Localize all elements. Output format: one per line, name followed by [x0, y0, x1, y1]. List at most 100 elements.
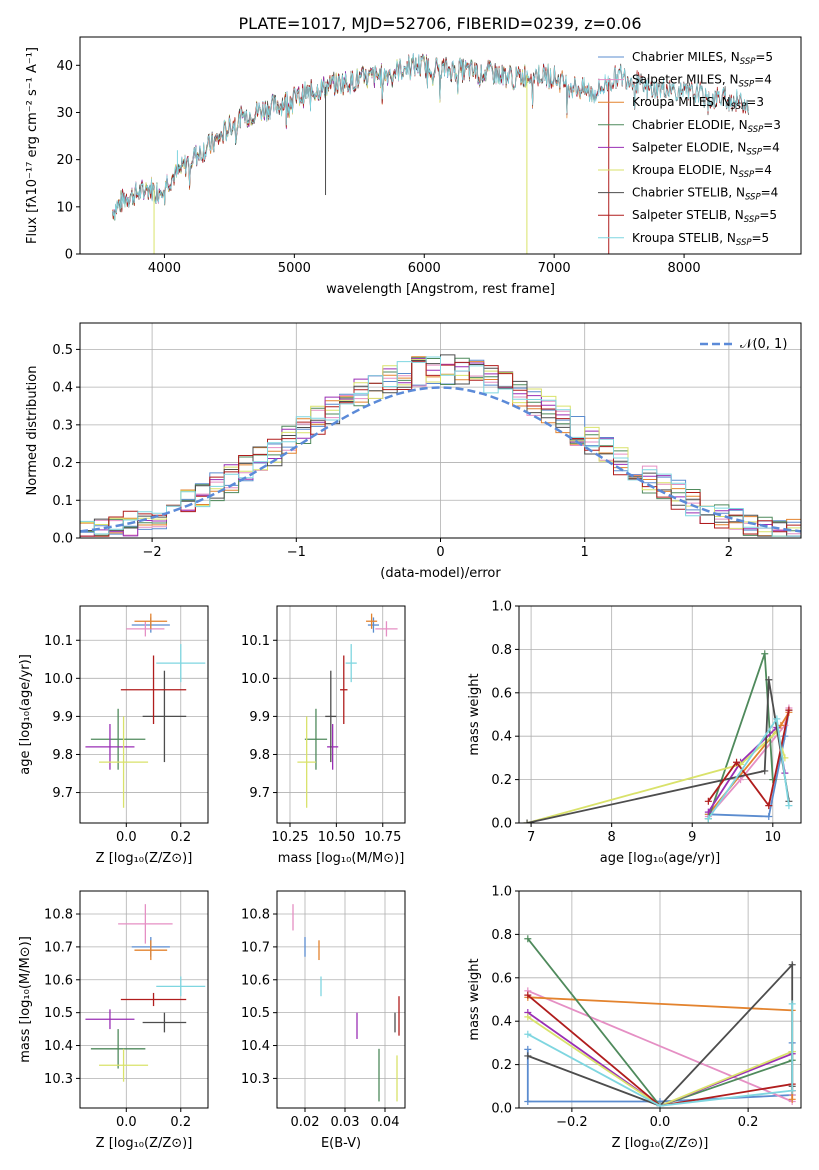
legend-label-kroupa_elodie: Kroupa ELODIE, NSSP=4: [632, 163, 772, 180]
y-tick-label: 0.0: [491, 1102, 512, 1117]
weight-marker-chabrier_stelib: [524, 1052, 532, 1060]
x-tick-label: 0.2: [170, 1115, 191, 1130]
panel-mass-vs-Z: 0.0 0.2 10.3 10.4 10.5 10.6 10.7 10.8 Z [log₁₀(Z…: [18, 890, 209, 1151]
x-axis-label: mass [log₁₀(M/M⊙)]: [278, 851, 405, 866]
x-tick-label: 2: [725, 545, 733, 560]
normal-curve: [80, 386, 801, 533]
legend-label-chabrier_stelib: Chabrier STELIB, NSSP=4: [632, 186, 778, 203]
y-tick-label: 0.0: [491, 817, 512, 832]
y-tick-label: 30: [56, 106, 73, 121]
legend-label-salpeter_miles: Salpeter MILES, NSSP=4: [632, 73, 772, 90]
plot-area-mass-vs-ebv: [292, 904, 400, 1102]
y-axis-label: age [log₁₀(age/yr)]: [18, 654, 33, 775]
y-tick-label: 10.3: [44, 1072, 73, 1087]
panel-age-vs-mass: 10.25 10.50 10.75 9.7 9.8 9.9 10.0 10.1 mass [lo…: [241, 605, 406, 866]
y-tick-label: 10.1: [44, 634, 73, 649]
y-tick-label: 0.8: [491, 928, 512, 943]
x-tick-label: 8: [608, 830, 616, 845]
legend-sub: SSP: [746, 147, 762, 157]
y-tick-label: 10.5: [241, 1006, 270, 1021]
x-tick-label: 0.02: [291, 1115, 320, 1130]
x-axis-label: Z [log₁₀(Z/Z⊙)]: [96, 851, 193, 866]
legend-text: Salpeter MILES, N: [632, 73, 739, 87]
x-axis-label: Z [log₁₀(Z/Z⊙)]: [96, 1136, 193, 1151]
x-tick-label: 7000: [538, 261, 571, 276]
y-tick-label: 1.0: [491, 600, 512, 615]
legend-text: Chabrier ELODIE, N: [632, 118, 748, 132]
y-tick-label: 0.2: [52, 456, 73, 471]
weight-marker-kroupa_stelib: [704, 815, 712, 823]
legend-label-kroupa_miles: Kroupa MILES, NSSP=3: [632, 95, 764, 112]
x-tick-label: 10.25: [271, 830, 308, 845]
y-tick-label: 10.6: [44, 973, 73, 988]
legend-label-salpeter_elodie: Salpeter ELODIE, NSSP=4: [632, 140, 780, 157]
legend-text: Chabrier STELIB, N: [632, 186, 745, 200]
spectrum-line-salpeter_stelib: [112, 54, 749, 220]
x-tick-label: 5000: [278, 261, 311, 276]
y-tick-label: 0.3: [52, 418, 73, 433]
y-tick-label: 10.4: [44, 1039, 73, 1054]
x-tick-label: 10.50: [318, 830, 355, 845]
legend-text: Salpeter ELODIE, N: [632, 140, 746, 154]
plot-area-mass-vs-Z: [85, 904, 206, 1082]
legend-value: =5: [759, 208, 777, 222]
plot-area-age-vs-Z: [85, 613, 206, 808]
y-tick-label: 9.9: [249, 710, 270, 725]
weight-marker-kroupa_stelib: [788, 1087, 796, 1095]
weight-marker-salpeter_stelib: [704, 797, 712, 805]
x-tick-label: 0.03: [331, 1115, 360, 1130]
x-tick-label: 0: [436, 545, 444, 560]
y-tick-label: 9.9: [52, 710, 73, 725]
y-tick-label: 10.7: [241, 940, 270, 955]
plot-area-spectrum: [112, 53, 749, 254]
legend-sub: SSP: [739, 170, 755, 180]
panel-residuals: 𝒩(0, 1) −2 −1 0 1 2 0.0 0.1 0.2 0.3 0.4 0.5 (data-mo…: [25, 322, 802, 581]
x-tick-label: 4000: [148, 261, 181, 276]
plot-area-age-vs-mass: [297, 613, 398, 808]
y-tick-label: 10.1: [241, 634, 270, 649]
legend-value: =3: [763, 118, 781, 132]
legend-text: Kroupa ELODIE, N: [632, 163, 739, 177]
weight-marker-kroupa_stelib: [773, 715, 781, 723]
weight-marker-kroupa_stelib: [656, 1102, 664, 1108]
panel-age-vs-Z: 0.0 0.2 9.7 9.8 9.9 10.0 10.1 Z [log₁₀(Z/Z⊙)] ag…: [18, 605, 209, 866]
legend-sub: SSP: [740, 57, 756, 67]
y-tick-label: 10.4: [241, 1039, 270, 1054]
y-tick-label: 0.2: [491, 1058, 512, 1073]
x-tick-label: 8000: [668, 261, 701, 276]
y-tick-label: 10.6: [241, 973, 270, 988]
legend-text: Salpeter STELIB, N: [632, 208, 744, 222]
panel-weight-vs-Z: −0.2 0.0 0.2 0.0 0.2 0.4 0.6 0.8 1.0 Z [log₁₀(Z/Z…: [467, 885, 802, 1151]
y-tick-label: 10.7: [44, 940, 73, 955]
weight-marker-chabrier_miles: [524, 1097, 532, 1105]
weight-marker-salpeter_stelib: [524, 991, 532, 999]
x-axis-label: (data-model)/error: [380, 566, 501, 581]
weight-marker-chabrier_elodie: [524, 935, 532, 943]
x-tick-label: 0.0: [116, 830, 137, 845]
legend-label-kroupa_stelib: Kroupa STELIB, NSSP=5: [632, 231, 769, 248]
y-axis-label: mass [log₁₀(M/M⊙)]: [18, 936, 33, 1063]
weight-marker-chabrier_miles: [524, 1045, 532, 1053]
y-tick-label: 10.8: [44, 908, 73, 923]
weight-marker-salpeter_stelib: [765, 802, 773, 810]
legend-value: =4: [762, 140, 780, 154]
y-tick-label: 0.6: [491, 686, 512, 701]
y-tick-label: 0: [65, 248, 73, 263]
weight-line-kroupa_elodie: [526, 730, 786, 823]
legend-label-chabrier_miles: Chabrier MILES, NSSP=5: [632, 50, 773, 67]
legend-value: =5: [755, 50, 773, 64]
weight-marker-chabrier_stelib: [765, 676, 773, 684]
weight-marker-salpeter_elodie: [704, 808, 712, 816]
y-tick-label: 9.7: [249, 786, 270, 801]
y-tick-label: 0.4: [52, 381, 73, 396]
y-tick-label: 10.5: [44, 1006, 73, 1021]
y-axis-label: Normed distribution: [25, 366, 40, 496]
weight-marker-chabrier_stelib: [788, 961, 796, 969]
spectrum-line-kroupa_elodie: [112, 55, 529, 220]
hist-kroupa_stelib: [80, 356, 801, 538]
y-tick-label: 1.0: [491, 885, 512, 900]
weight-marker-salpeter_stelib: [733, 758, 741, 766]
legend-sub: SSP: [731, 102, 747, 112]
x-tick-label: 6000: [408, 261, 441, 276]
legend-value: =3: [746, 95, 764, 109]
